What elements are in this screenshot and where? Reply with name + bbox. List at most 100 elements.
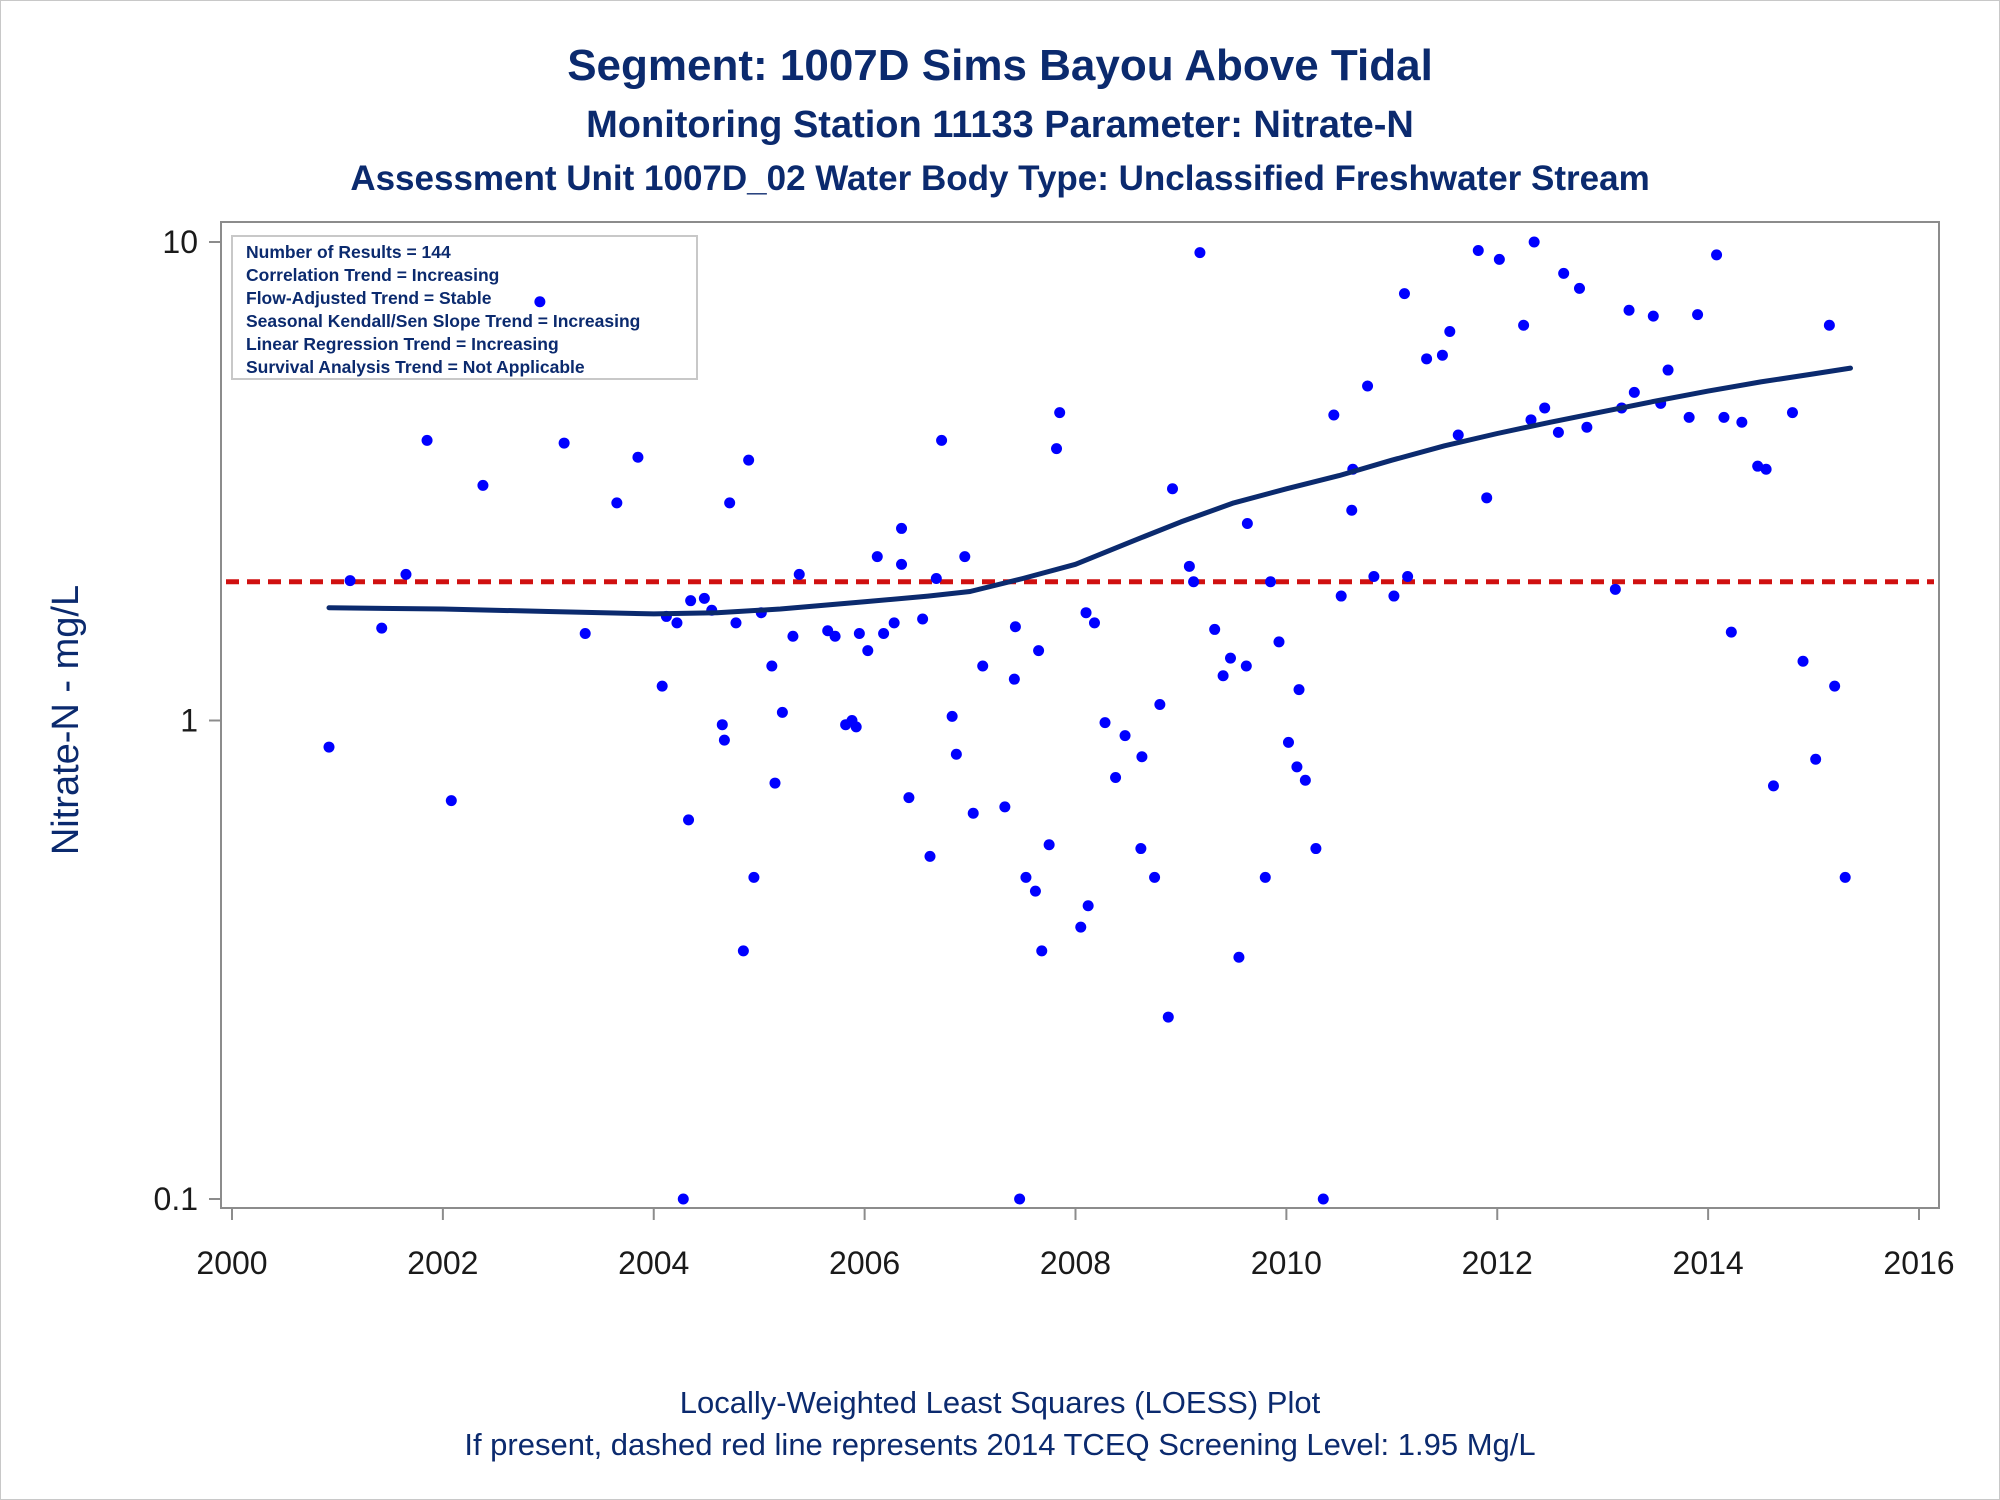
data-point (1149, 871, 1161, 883)
data-point (1786, 407, 1798, 419)
loess-line (326, 365, 1853, 617)
data-point (1241, 518, 1253, 530)
data-point (1368, 570, 1380, 582)
data-point (1217, 670, 1229, 682)
data-point (1008, 673, 1020, 685)
data-point (1472, 244, 1484, 256)
x-tick-label: 2012 (1462, 1245, 1533, 1281)
data-point (999, 801, 1011, 813)
data-point (1581, 421, 1593, 433)
data-point (793, 568, 805, 580)
data-point (1388, 590, 1400, 602)
data-point (376, 622, 388, 634)
stats-line-linear-regression: Linear Regression Trend = Increasing (246, 334, 559, 354)
x-tick-label: 2002 (407, 1245, 478, 1281)
data-point (1075, 921, 1087, 933)
data-point (632, 451, 644, 463)
data-point (1043, 839, 1055, 851)
data-point (671, 617, 683, 629)
data-point (1736, 416, 1748, 428)
data-point (1282, 736, 1294, 748)
data-point (1823, 319, 1835, 331)
data-point (946, 710, 958, 722)
data-point (1552, 426, 1564, 438)
x-tick-label: 2016 (1883, 1245, 1954, 1281)
stats-line-flow-adjusted: Flow-Adjusted Trend = Stable (246, 288, 492, 308)
data-point (1767, 780, 1779, 792)
data-point (724, 497, 736, 509)
data-point (1135, 843, 1147, 855)
data-point (685, 595, 697, 607)
data-point (477, 479, 489, 491)
data-point (677, 1193, 689, 1205)
data-point (716, 719, 728, 731)
data-point (1398, 288, 1410, 300)
stats-box: Number of Results = 144 Correlation Tren… (231, 235, 698, 380)
data-point (344, 575, 356, 587)
data-point (1683, 411, 1695, 423)
stats-line-survival-analysis: Survival Analysis Trend = Not Applicable (246, 357, 585, 377)
data-point (1119, 730, 1131, 742)
data-point (1481, 492, 1493, 504)
data-point (1136, 751, 1148, 763)
data-point (1259, 871, 1271, 883)
x-tick-label: 2014 (1673, 1245, 1744, 1281)
footnote-screening-level: If present, dashed red line represents 2… (464, 1427, 1535, 1462)
data-point (611, 497, 623, 509)
x-tick-label: 2010 (1251, 1245, 1322, 1281)
y-tick-label: 10 (162, 224, 198, 260)
data-point (1452, 429, 1464, 441)
data-point (400, 568, 412, 580)
data-point (1335, 590, 1347, 602)
y-axis-label: Nitrate-N - mg/L (45, 585, 87, 855)
data-point (1493, 253, 1505, 265)
data-point (903, 792, 915, 804)
data-point (1609, 583, 1621, 595)
data-point (1110, 772, 1122, 784)
chart-title: Segment: 1007D Sims Bayou Above Tidal (567, 41, 1433, 90)
data-point (1162, 1011, 1174, 1023)
data-point (1573, 282, 1585, 294)
data-point (1839, 871, 1851, 883)
data-point (534, 296, 546, 308)
data-point (1623, 304, 1635, 316)
stats-line-results: Number of Results = 144 (246, 242, 451, 262)
data-point (1436, 349, 1448, 361)
data-point (1080, 607, 1092, 619)
data-point (1752, 460, 1764, 472)
chart-subtitle: Monitoring Station 11133 Parameter: Nitr… (586, 104, 1414, 146)
data-point (1310, 843, 1322, 855)
data-point (896, 558, 908, 570)
data-point (1033, 645, 1045, 657)
data-point (1051, 443, 1063, 455)
x-tick-label: 2000 (196, 1245, 267, 1281)
data-point (1088, 617, 1100, 629)
footnote-loess: Locally-Weighted Least Squares (LOESS) P… (680, 1385, 1321, 1420)
data-point (829, 630, 841, 642)
data-point (698, 592, 710, 604)
data-point (323, 741, 335, 753)
data-point (748, 871, 760, 883)
data-point (1760, 463, 1772, 475)
data-point (1224, 652, 1236, 664)
data-point (1167, 483, 1179, 495)
data-point (1233, 951, 1245, 963)
data-point (776, 706, 788, 718)
data-point (787, 630, 799, 642)
stats-box-border (231, 235, 698, 380)
stats-line-seasonal-kendall: Seasonal Kendall/Sen Slope Trend = Incre… (246, 311, 640, 331)
data-point (1328, 409, 1340, 421)
data-point (737, 945, 749, 957)
data-point (871, 551, 883, 563)
data-point (1692, 309, 1704, 321)
data-point (888, 617, 900, 629)
chart-subtitle-2: Assessment Unit 1007D_02 Water Body Type… (350, 159, 1649, 198)
data-point (1014, 1193, 1026, 1205)
x-tick-label: 2008 (1040, 1245, 1111, 1281)
data-point (1528, 236, 1540, 248)
data-point (1718, 411, 1730, 423)
data-point (1054, 407, 1066, 419)
x-tick-label: 2004 (618, 1245, 689, 1281)
data-point (718, 734, 730, 746)
